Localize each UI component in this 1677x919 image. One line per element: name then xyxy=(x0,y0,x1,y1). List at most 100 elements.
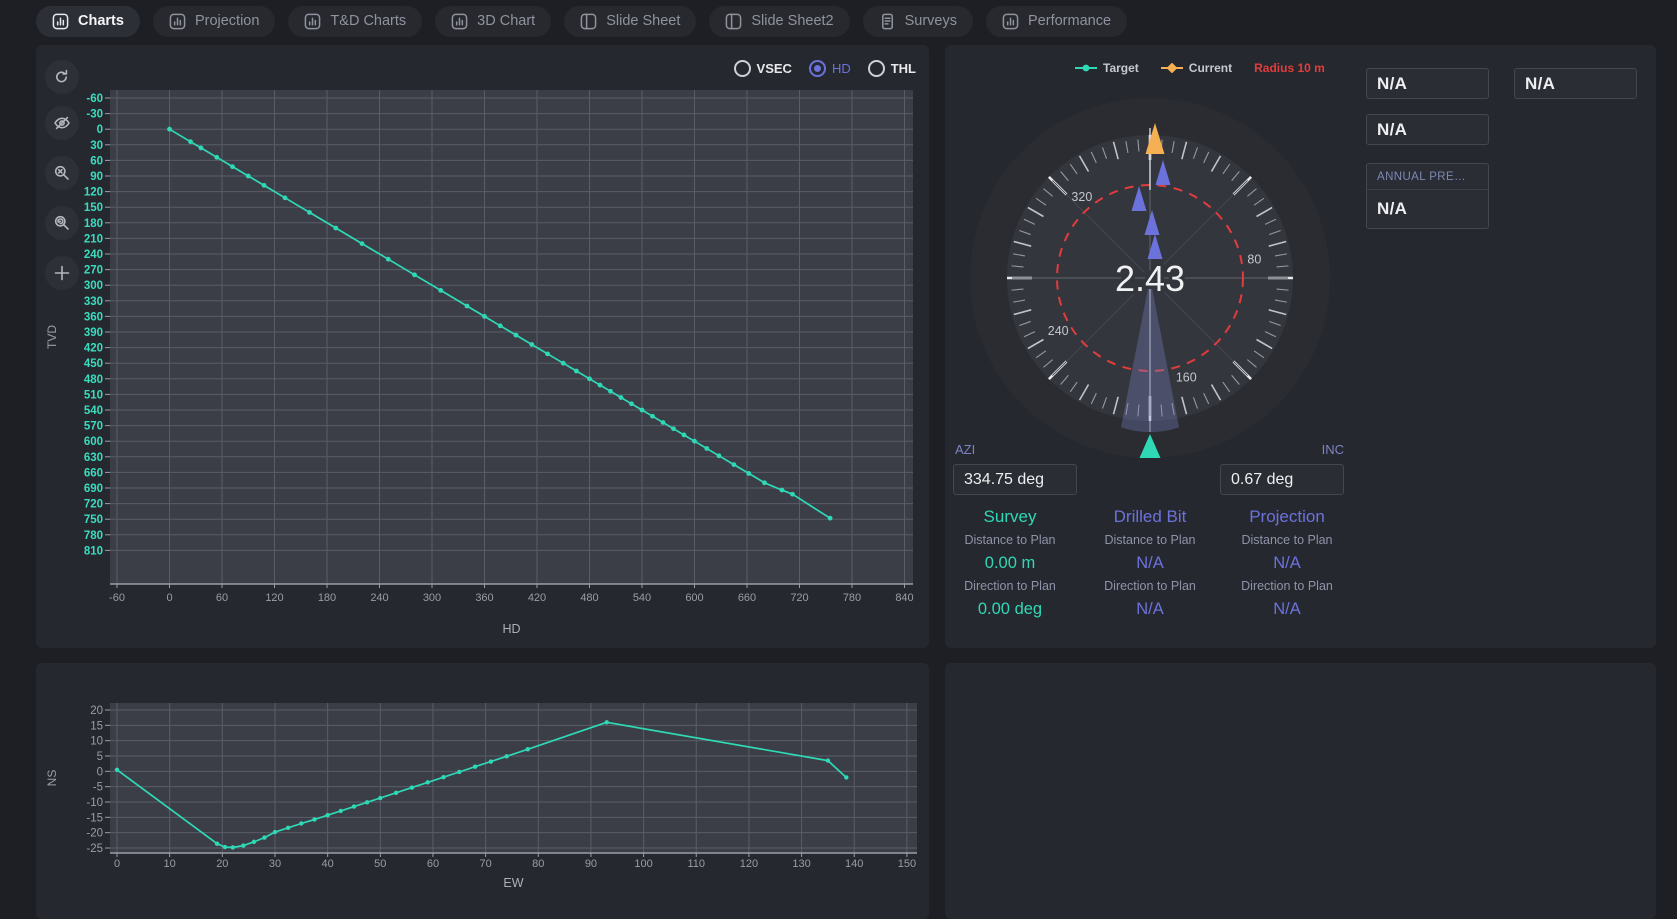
tab-performance[interactable]: Performance xyxy=(986,5,1128,37)
svg-text:210: 210 xyxy=(84,233,103,245)
azimuth-compass: 80 160 240 320 2.43 xyxy=(970,98,1330,458)
stat-title: Projection xyxy=(1249,507,1325,526)
radio-thl-circle[interactable] xyxy=(867,60,885,77)
annual-pre-label: ANNUAL PRE… xyxy=(1367,164,1488,190)
svg-text:60: 60 xyxy=(427,858,439,870)
dial-label-320: 320 xyxy=(1071,190,1092,204)
radius-label: Radius 10 m xyxy=(1254,61,1325,75)
svg-text:630: 630 xyxy=(84,452,103,464)
radio-hd-circle[interactable] xyxy=(808,60,826,77)
stat-label: Direction to Plan xyxy=(1104,579,1196,593)
tab-t-d-charts[interactable]: T&D Charts xyxy=(288,5,423,37)
svg-text:0: 0 xyxy=(166,592,172,604)
annual-pre-value: N/A xyxy=(1377,199,1408,218)
svg-text:20: 20 xyxy=(216,858,228,870)
svg-text:690: 690 xyxy=(84,483,103,495)
dial-label-80: 80 xyxy=(1247,253,1261,267)
radio-hd[interactable]: HD xyxy=(808,60,851,77)
tab-label: Slide Sheet xyxy=(606,13,681,29)
legend-target[interactable]: Target xyxy=(1075,61,1139,75)
svg-text:720: 720 xyxy=(790,592,808,604)
svg-text:10: 10 xyxy=(90,736,103,748)
svg-text:780: 780 xyxy=(84,530,103,542)
svg-text:-20: -20 xyxy=(86,828,103,840)
svg-text:NS: NS xyxy=(45,770,59,787)
stat-value: N/A xyxy=(1136,600,1164,618)
tab-slide-sheet[interactable]: Slide Sheet xyxy=(564,5,697,37)
svg-text:120: 120 xyxy=(740,858,758,870)
dial-label-240: 240 xyxy=(1048,324,1069,338)
svg-text:420: 420 xyxy=(84,343,103,355)
annual-pre-field[interactable]: ANNUAL PRE… N/A xyxy=(1366,163,1489,229)
current-pointer xyxy=(1145,123,1165,154)
radio-vsec-circle[interactable] xyxy=(733,60,751,77)
tab-projection[interactable]: Projection xyxy=(152,5,276,37)
side-field-3[interactable]: N/A xyxy=(1366,114,1489,145)
azi-label: AZI xyxy=(955,442,976,457)
svg-text:660: 660 xyxy=(738,592,756,604)
radio-label: THL xyxy=(890,61,916,76)
svg-text:40: 40 xyxy=(322,858,334,870)
radio-vsec[interactable]: VSEC xyxy=(733,60,792,77)
svg-text:810: 810 xyxy=(84,545,103,557)
svg-text:15: 15 xyxy=(90,720,103,732)
refresh-button[interactable] xyxy=(45,60,79,94)
eye-off-button[interactable] xyxy=(45,106,79,140)
stat-col-survey: Survey Distance to Plan 0.00 m Direction to… xyxy=(945,507,1075,619)
radio-thl[interactable]: THL xyxy=(867,60,916,77)
svg-text:10: 10 xyxy=(164,858,176,870)
layout-icon xyxy=(580,13,597,30)
tab-label: Performance xyxy=(1028,13,1112,29)
svg-text:540: 540 xyxy=(633,592,651,604)
svg-text:-25: -25 xyxy=(86,843,103,855)
zoom-reset-button[interactable] xyxy=(45,206,79,240)
view-mode-radio-group: VSEC HD THL xyxy=(733,60,916,77)
bit-marker-4 xyxy=(1147,234,1163,259)
svg-text:480: 480 xyxy=(580,592,598,604)
document-icon xyxy=(879,13,896,30)
svg-text:60: 60 xyxy=(216,592,228,604)
side-field-1[interactable]: N/A xyxy=(1366,68,1489,99)
svg-text:100: 100 xyxy=(634,858,652,870)
stat-label: Distance to Plan xyxy=(964,533,1056,547)
svg-text:780: 780 xyxy=(843,592,861,604)
stat-label: Distance to Plan xyxy=(1241,533,1333,547)
empty-panel xyxy=(945,663,1656,919)
inc-input[interactable]: 0.67 deg xyxy=(1220,464,1344,495)
tab-3d-chart[interactable]: 3D Chart xyxy=(435,5,552,37)
ew-ns-chart: 0 10 20 30 40 50 60 70 80 90 100 110 120 130 140 150201… xyxy=(45,703,917,890)
svg-text:240: 240 xyxy=(370,592,388,604)
stat-title: Survey xyxy=(983,507,1037,526)
legend-current[interactable]: Current xyxy=(1160,61,1233,75)
azi-input[interactable]: 334.75 deg xyxy=(953,464,1077,495)
svg-text:50: 50 xyxy=(374,858,386,870)
tab-charts[interactable]: Charts xyxy=(36,5,140,37)
svg-text:600: 600 xyxy=(84,436,103,448)
stat-value: 0.00 deg xyxy=(977,600,1043,618)
tab-slide-sheet2[interactable]: Slide Sheet2 xyxy=(709,5,850,37)
bit-marker-1 xyxy=(1155,160,1171,185)
svg-text:330: 330 xyxy=(84,296,103,308)
svg-text:30: 30 xyxy=(90,140,103,152)
svg-text:60: 60 xyxy=(90,155,103,167)
tab-surveys[interactable]: Surveys xyxy=(862,5,973,37)
legend-marker xyxy=(1160,63,1183,73)
tab-label: T&D Charts xyxy=(330,13,407,29)
side-field-2[interactable]: N/A xyxy=(1514,68,1637,99)
svg-text:360: 360 xyxy=(84,311,103,323)
vertical-section-panel: VSEC HD THL -60 0 60 120 180 240 300 360 420 480 540… xyxy=(36,45,929,648)
stat-col-projection: Projection Distance to Plan N/A Direction t… xyxy=(1217,507,1357,619)
zoom-out-button[interactable] xyxy=(45,156,79,190)
bar-chart-icon xyxy=(451,13,468,30)
compass-legend: Target Current Radius 10 m xyxy=(1075,61,1325,75)
svg-text:HD: HD xyxy=(502,622,520,636)
stat-value: N/A xyxy=(1136,554,1164,572)
svg-text:360: 360 xyxy=(475,592,493,604)
svg-text:420: 420 xyxy=(528,592,546,604)
legend-label: Current xyxy=(1188,61,1233,75)
add-button[interactable] xyxy=(45,256,79,290)
tab-label: Surveys xyxy=(904,13,957,29)
svg-text:450: 450 xyxy=(84,358,103,370)
stat-label: Direction to Plan xyxy=(964,579,1056,593)
tab-label: Projection xyxy=(194,13,260,29)
